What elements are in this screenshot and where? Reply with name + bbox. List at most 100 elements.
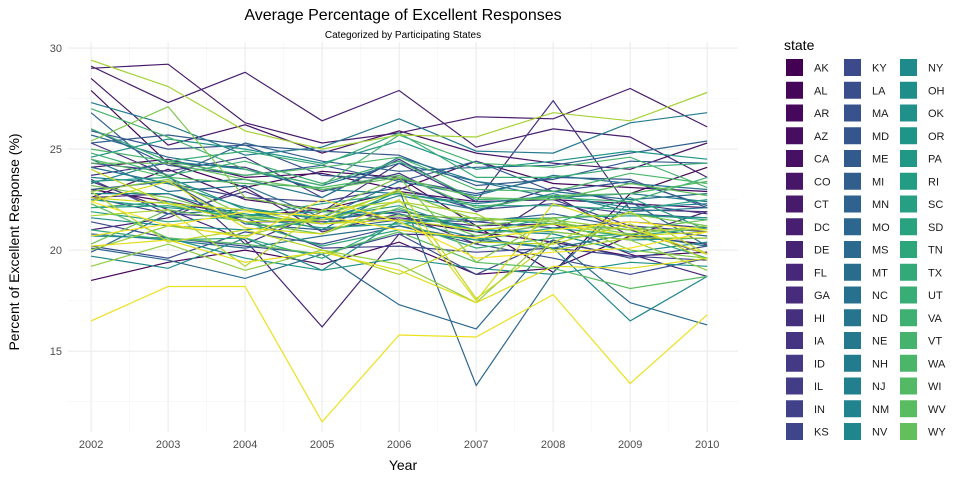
legend-label: NC [872,290,888,302]
legend-label: KS [814,427,829,439]
series-line [90,231,708,304]
legend-key [900,423,917,440]
legend-key [900,59,917,76]
legend-label: SD [928,222,943,234]
legend-label: AZ [814,131,828,143]
x-axis-title: Year [389,457,418,473]
series-line [91,239,708,304]
legend-key [844,195,861,213]
series-line [91,178,708,235]
legend: state AK AL AR AZ CA CO CT DC DE FL GA HI IA ID IL IN KS… [784,37,946,440]
series-line [91,235,708,276]
series-lines [90,59,708,423]
legend-key [900,195,917,213]
legend-label: MD [872,131,889,143]
legend-key [844,423,861,440]
x-tick-label: 2006 [387,439,411,451]
legend-key [786,309,803,327]
legend-key [900,309,917,327]
legend-label: NH [872,358,888,370]
legend-label: HI [814,313,825,325]
legend-key [844,104,861,122]
series-line [90,203,708,290]
legend-label: AL [814,85,827,97]
series-line [91,176,708,233]
legend-key [786,241,803,258]
legend-key [900,332,917,349]
x-tick-label: 2007 [464,439,488,451]
series-line [90,134,708,201]
legend-key [786,81,803,99]
legend-key [786,195,803,213]
legend-key [900,127,917,145]
legend-label: CA [814,154,830,166]
legend-label: OH [928,85,945,97]
legend-label: AK [814,63,829,75]
legend-key [900,286,917,304]
legend-key [844,400,861,418]
legend-label: TX [928,267,943,279]
series-line [90,221,708,276]
legend-label: WV [928,404,946,416]
legend-label: MI [872,176,884,188]
legend-label: SC [928,199,943,211]
legend-label: IN [814,404,825,416]
legend-label: ME [872,154,889,166]
legend-label: GA [814,290,831,302]
series-line [91,197,708,237]
legend-label: WA [928,358,946,370]
x-tick-label: 2010 [695,439,719,451]
legend-key [900,354,917,372]
legend-label: RI [928,176,939,188]
x-tick-label: 2004 [233,439,257,451]
legend-label: NJ [872,381,885,393]
series-line [90,105,708,264]
series-line [90,190,708,276]
legend-label: NV [872,427,888,439]
series-line [91,193,708,253]
legend-key [900,172,917,190]
series-line [90,285,708,423]
legend-label: ND [872,313,888,325]
legend-key [900,81,917,99]
legend-label: CO [814,176,831,188]
legend-key [844,172,861,190]
legend-items: AK AL AR AZ CA CO CT DC DE FL GA HI IA ID IL IN KS KY LA MA… [786,59,946,440]
series-line [90,152,708,203]
legend-label: MN [872,199,889,211]
chart-subtitle: Categorized by Participating States [325,30,481,41]
legend-key [900,150,917,167]
legend-label: OK [928,108,945,120]
legend-key [786,263,803,281]
legend-key [786,286,803,304]
legend-label: MS [872,245,889,257]
x-tick-label: 2005 [310,439,334,451]
legend-key [844,127,861,145]
y-tick-label: 25 [50,144,62,156]
legend-label: FL [814,267,827,279]
legend-key [786,218,803,236]
legend-label: LA [872,85,886,97]
legend-label: UT [928,290,943,302]
series-line [90,207,708,245]
legend-key [900,241,917,258]
series-line [90,201,708,239]
legend-key [844,81,861,99]
legend-key [786,377,803,395]
legend-label: DE [814,245,829,257]
legend-label: OR [928,131,945,143]
legend-label: NE [872,336,887,348]
legend-key [900,218,917,236]
legend-label: NY [928,63,944,75]
x-tick-label: 2002 [79,439,103,451]
y-tick-label: 30 [50,43,62,55]
legend-key [844,218,861,236]
legend-key [844,241,861,258]
legend-label: VA [928,313,943,325]
series-line [90,197,708,261]
legend-label: IA [814,336,825,348]
legend-key [844,309,861,327]
legend-label: PA [928,154,943,166]
legend-key [900,263,917,281]
